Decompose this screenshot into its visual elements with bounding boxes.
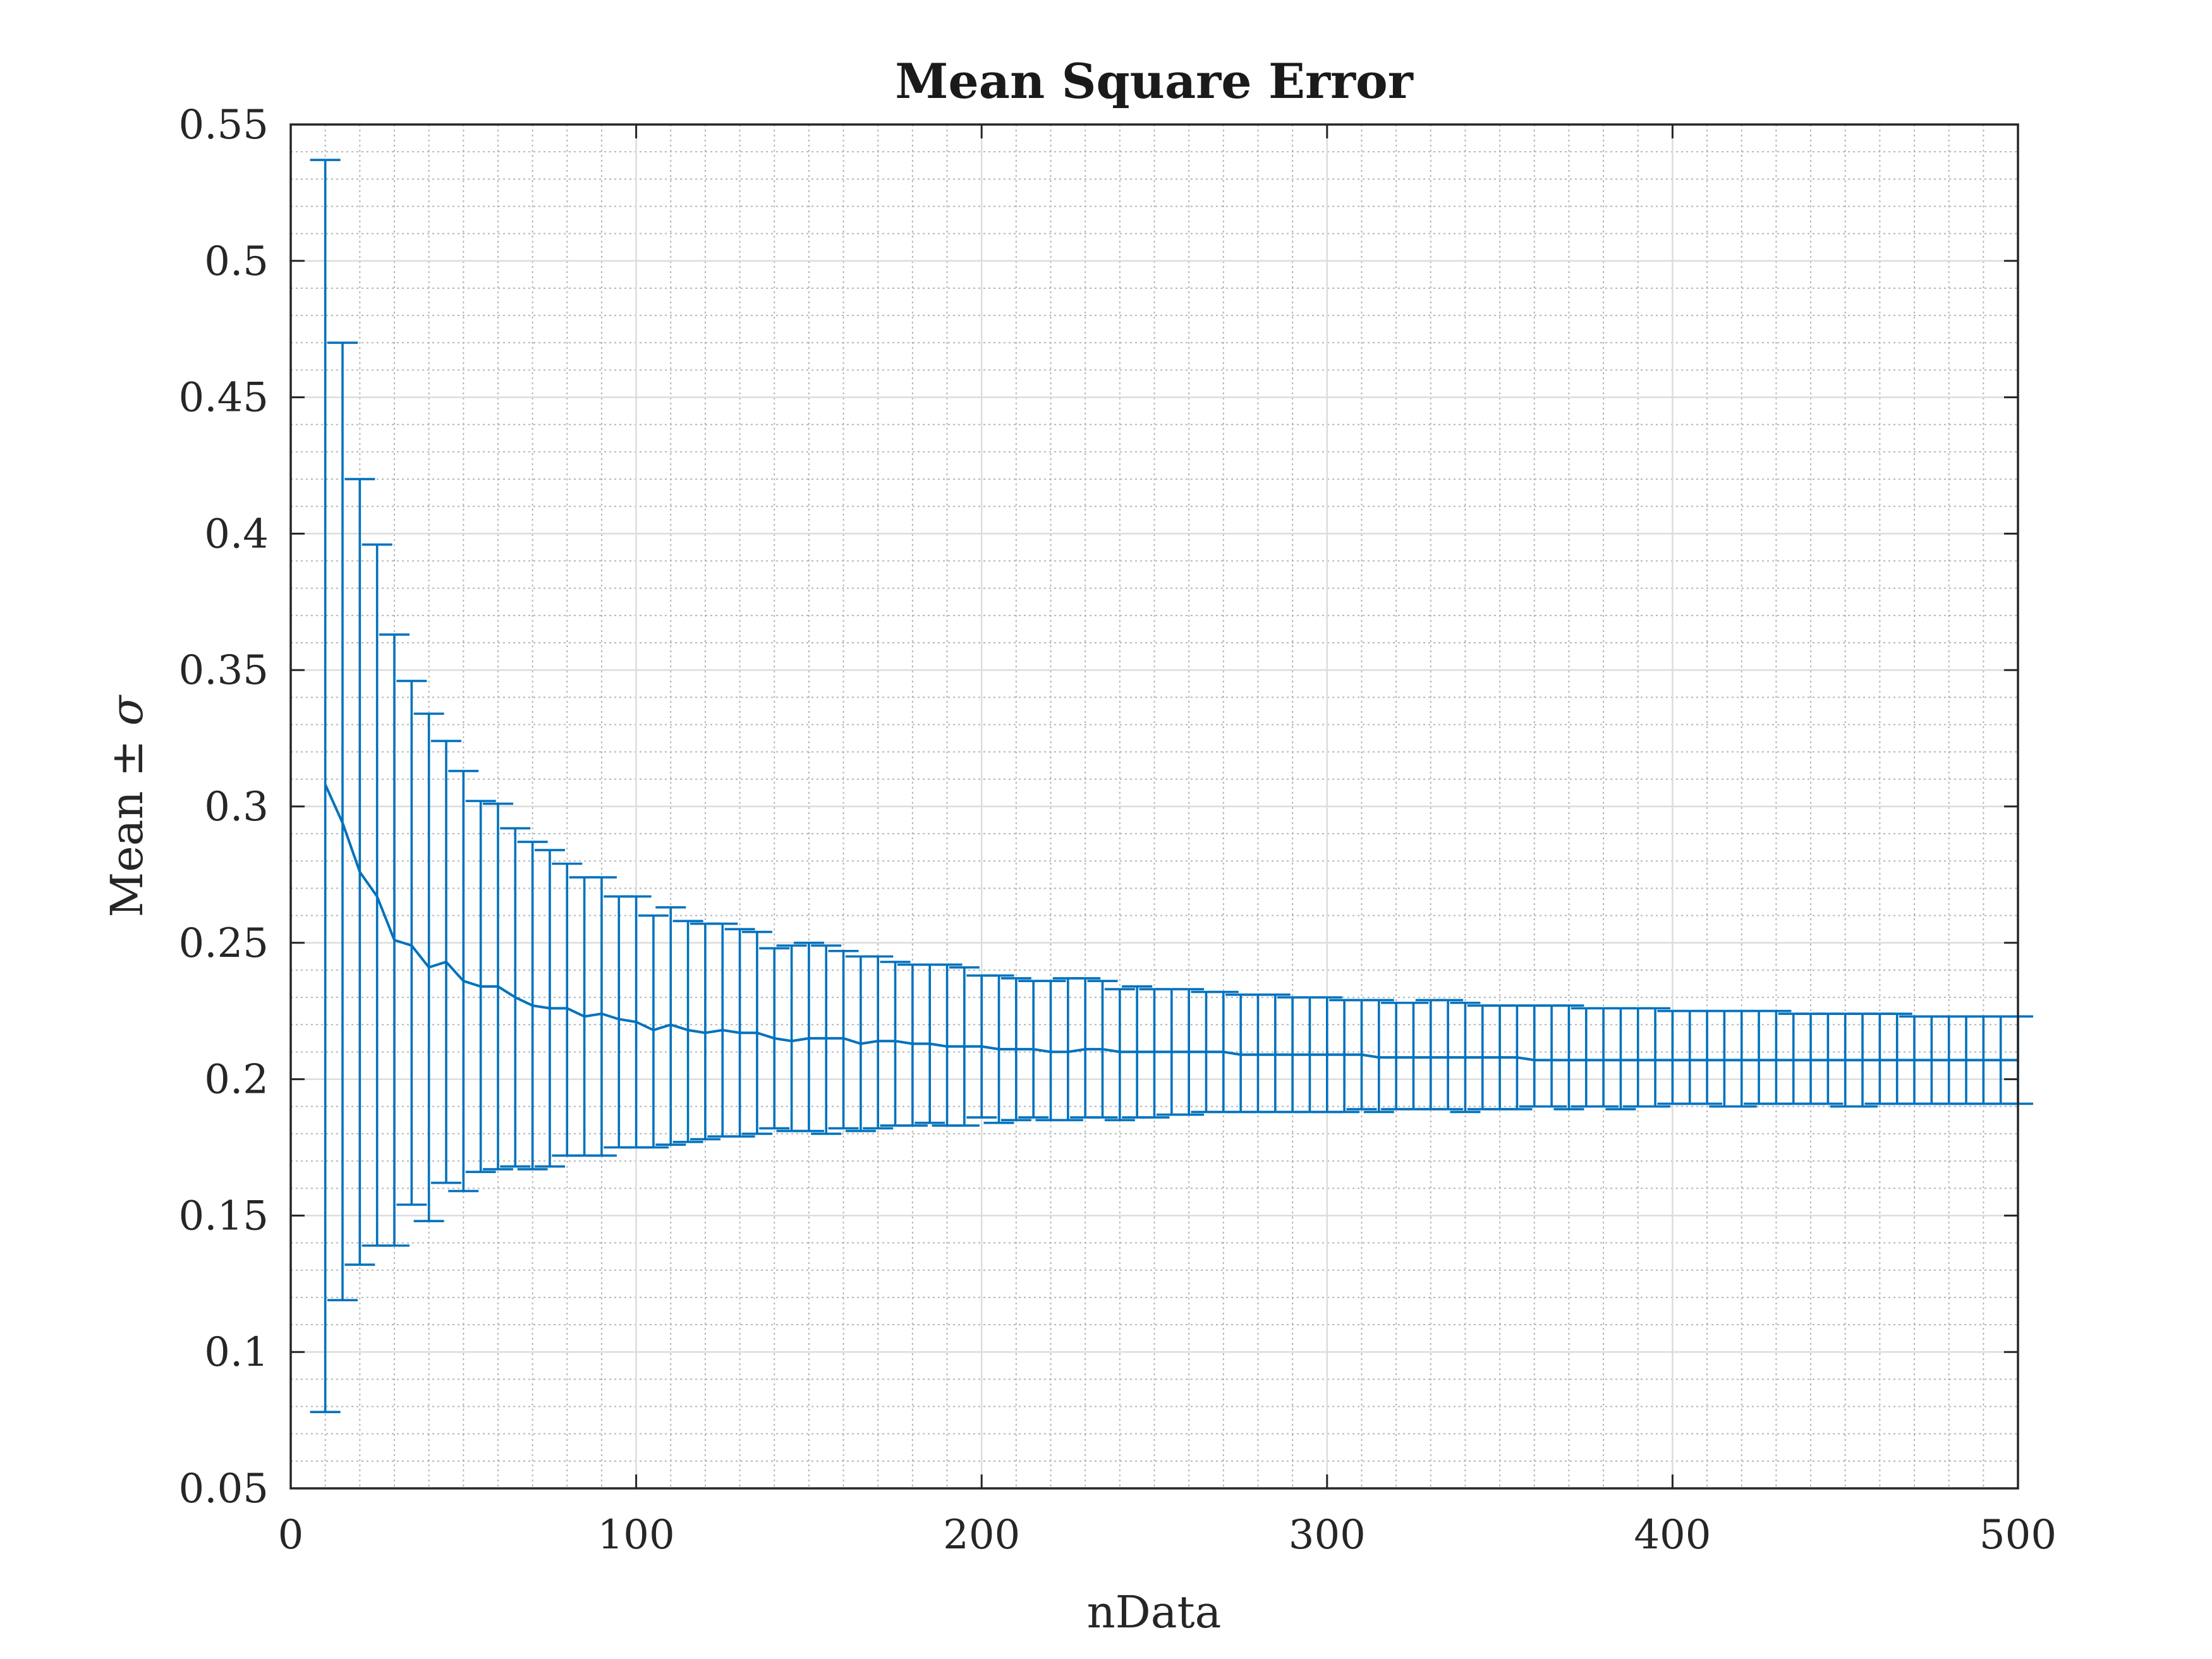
mean-line	[324, 784, 2018, 1062]
y-tick-labels: 0.05 0.1 0.15 0.2 0.25 0.3 0.35 0.4 0.45 0.5 0.55	[179, 102, 269, 1512]
x-tick-label: 400	[1634, 1512, 1711, 1559]
errorbar	[811, 944, 842, 1135]
errorbar	[638, 914, 669, 1149]
errorbar	[1433, 999, 1464, 1110]
x-tick-labels: 0 100 200 300 400 500	[278, 1512, 2057, 1559]
errorbar	[396, 679, 427, 1206]
errorbar	[655, 906, 686, 1146]
x-tick-label: 200	[943, 1512, 1020, 1559]
y-tick-label: 0.3	[204, 784, 269, 830]
x-tick-label: 500	[1979, 1512, 2057, 1559]
axis-ticks	[289, 123, 2019, 1490]
y-axis-label-sigma: σ	[101, 694, 153, 726]
y-axis-label-text: Mean ±	[101, 726, 153, 917]
errorbar	[586, 876, 617, 1157]
y-tick-label: 0.35	[179, 647, 269, 694]
x-tick-label: 100	[598, 1512, 675, 1559]
errorbar	[1640, 1007, 1671, 1108]
y-tick-label: 0.05	[179, 1466, 269, 1512]
errorbar	[1104, 988, 1135, 1122]
x-tick-label: 0	[278, 1512, 304, 1559]
y-tick-label: 0.55	[179, 102, 269, 149]
errorbar	[672, 920, 703, 1143]
chart-title: Mean Square Error	[895, 53, 1414, 109]
y-tick-label: 0.1	[204, 1329, 269, 1376]
x-tick-label: 300	[1289, 1512, 1366, 1559]
errorbar	[828, 949, 859, 1130]
y-tick-label: 0.4	[204, 511, 269, 557]
y-tick-label: 0.5	[204, 238, 269, 285]
y-axis-label: Mean ± σ	[101, 694, 153, 917]
errorbar	[793, 942, 824, 1133]
y-tick-label: 0.25	[179, 920, 269, 967]
y-tick-label: 0.45	[179, 375, 269, 422]
errorbar	[1553, 1004, 1584, 1110]
y-tick-label: 0.2	[204, 1057, 269, 1103]
y-tick-label: 0.15	[179, 1193, 269, 1239]
errorbar	[863, 955, 894, 1130]
errorbar	[1363, 999, 1394, 1114]
x-axis-label: nData	[1087, 1586, 1222, 1638]
